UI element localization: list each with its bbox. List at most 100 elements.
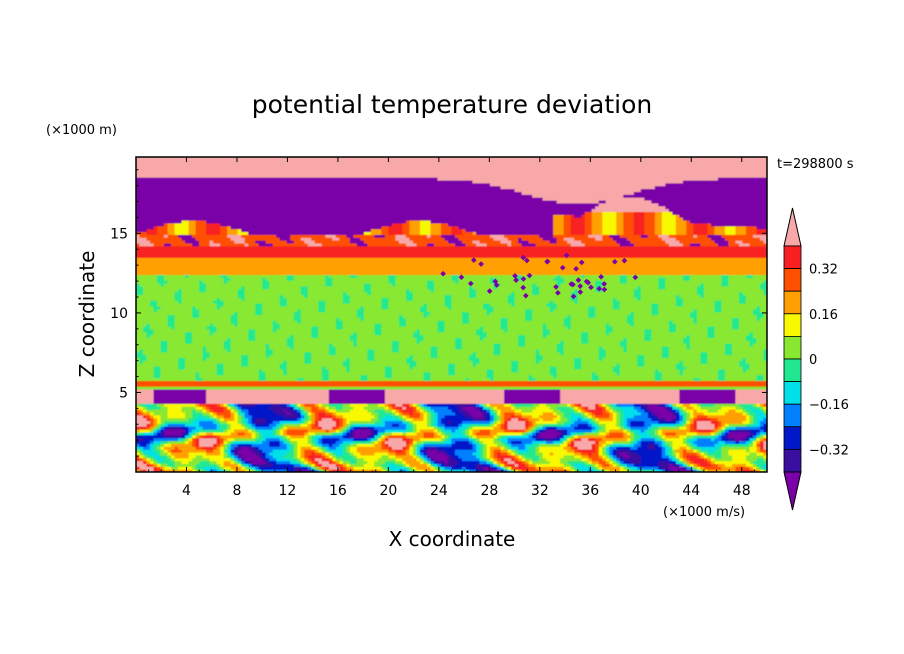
field-cell (745, 417, 751, 422)
field-cell (185, 429, 190, 433)
field-cell (679, 426, 687, 430)
field-cell (539, 403, 547, 407)
field-cell (745, 411, 751, 416)
field-cell (591, 231, 603, 235)
field-cell (416, 449, 421, 453)
field-cell (335, 325, 344, 330)
field-cell (595, 237, 603, 241)
field-cell (318, 446, 323, 450)
field-cell (563, 348, 600, 353)
field-cell (532, 291, 540, 296)
field-cell (349, 431, 354, 436)
field-cell (241, 360, 249, 364)
field-cell (433, 466, 439, 470)
field-cell (216, 440, 221, 444)
field-cell (384, 431, 393, 436)
field-cell (237, 323, 274, 327)
field-cell (647, 411, 652, 416)
field-cell (595, 446, 600, 450)
field-cell (339, 463, 344, 467)
field-cell (430, 460, 435, 465)
field-cell (262, 437, 267, 442)
field-cell (160, 420, 165, 424)
field-cell (447, 222, 554, 227)
field-cell (654, 443, 659, 447)
field-cell (153, 242, 165, 247)
field-speck (583, 278, 590, 285)
field-cell (619, 274, 628, 278)
field-cell (556, 237, 565, 241)
field-cell (752, 420, 758, 424)
field-cell (213, 449, 221, 453)
field-cell (556, 303, 614, 307)
field-cell (661, 228, 677, 233)
field-cell (290, 403, 295, 407)
field-cell (290, 449, 295, 453)
field-cell (682, 277, 691, 281)
field-cell (689, 440, 694, 444)
field-cell (612, 325, 670, 330)
field-cell (661, 434, 666, 439)
field-cell (742, 406, 751, 410)
field-cell (574, 440, 596, 444)
field-cell (234, 460, 239, 465)
field-cell (349, 368, 386, 373)
field-cell (749, 466, 754, 470)
field-cell (230, 340, 288, 344)
field-cell (595, 205, 666, 210)
field-cell (164, 431, 183, 436)
field-cell (476, 242, 488, 247)
field-cell (689, 420, 694, 424)
field-cell (752, 466, 758, 470)
field-cell (293, 469, 302, 472)
field-cell (756, 317, 761, 321)
field-cell (426, 463, 432, 467)
field-cell (136, 177, 439, 181)
field-cell (293, 454, 298, 459)
field-cell (325, 409, 330, 413)
field-cell (738, 317, 758, 321)
field-cell (703, 285, 761, 290)
field-cell (136, 308, 155, 313)
field-cell (381, 323, 400, 327)
field-cell (150, 440, 155, 444)
field-cell (181, 294, 239, 298)
field-cell (563, 222, 572, 227)
field-cell (623, 431, 628, 436)
field-cell (405, 320, 439, 324)
field-cell (658, 463, 670, 467)
field-cell (241, 403, 256, 407)
field-cell (595, 311, 631, 316)
field-cell (647, 443, 656, 447)
field-cell (682, 179, 767, 184)
field-cell (314, 440, 319, 444)
field-cell (136, 374, 155, 379)
field-cell (588, 308, 596, 313)
field-cell (290, 234, 326, 238)
field-cell (286, 300, 319, 304)
field-cell (584, 231, 593, 235)
field-cell (181, 460, 190, 465)
field-cell (157, 303, 218, 307)
field-cell (532, 403, 540, 407)
field-cell (682, 451, 698, 456)
field-cell (465, 466, 477, 470)
field-cell (602, 237, 614, 241)
field-cell (504, 388, 561, 393)
field-cell (525, 460, 530, 465)
field-cell (272, 420, 281, 424)
field-cell (455, 242, 467, 247)
field-cell (262, 440, 270, 444)
field-cell (756, 314, 765, 318)
field-cell (293, 334, 312, 339)
field-cell (476, 363, 512, 367)
field-cell (756, 451, 765, 456)
field-cell (388, 305, 421, 310)
field-cell (598, 446, 603, 450)
field-cell (216, 328, 249, 333)
field-cell (199, 420, 214, 424)
field-cell (426, 314, 463, 318)
field-cell (626, 466, 631, 470)
field-cell (199, 285, 207, 290)
field-cell (675, 303, 684, 307)
